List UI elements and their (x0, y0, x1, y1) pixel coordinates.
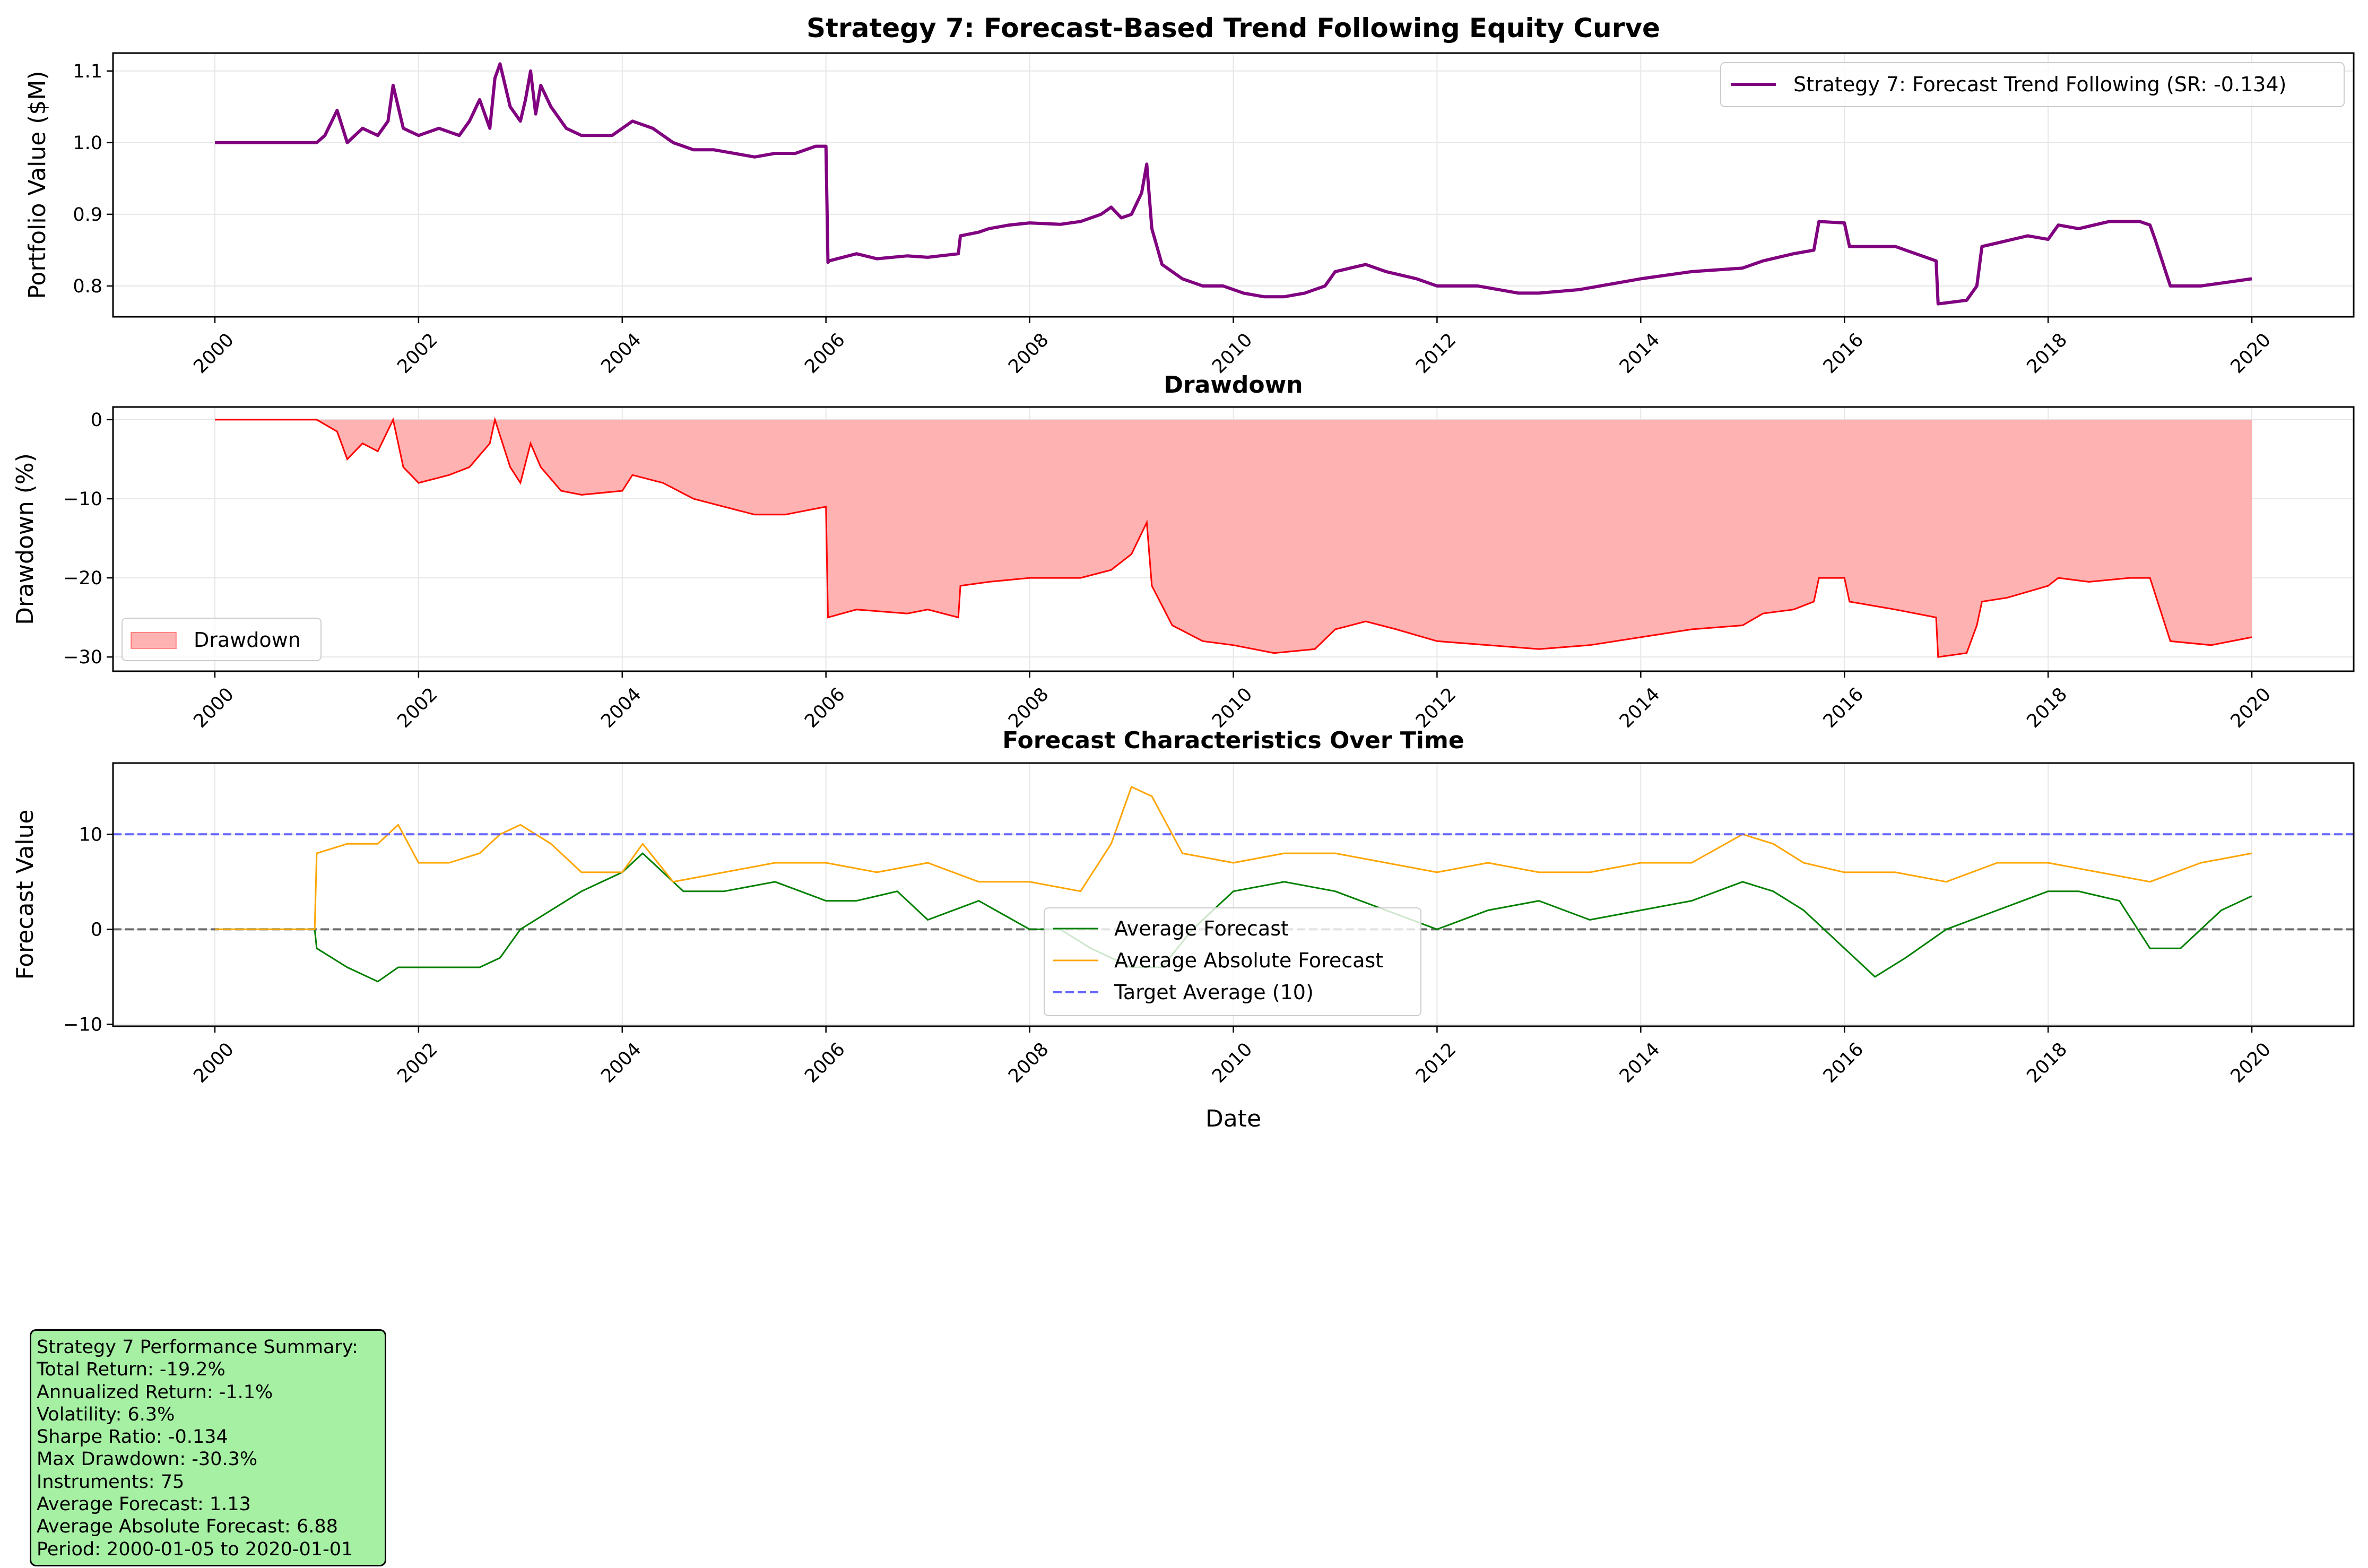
x-tick-label: 2010 (1208, 330, 1256, 378)
x-tick-label: 2016 (1819, 1039, 1868, 1087)
drawdown-line (215, 417, 2252, 658)
summary-line: Max Drawdown: -30.3% (37, 1449, 258, 1470)
summary-line: Average Absolute Forecast: 6.88 (37, 1516, 338, 1538)
chart-title: Strategy 7: Forecast-Based Trend Followi… (806, 13, 1660, 44)
y-tick-label: −30 (63, 647, 102, 668)
summary-line: Volatility: 6.3% (37, 1404, 175, 1425)
summary-line: Annualized Return: -1.1% (37, 1381, 273, 1403)
y-tick-label: 0.8 (73, 276, 102, 297)
x-tick-label: 2002 (393, 684, 441, 732)
x-tick-label: 2008 (1004, 1039, 1053, 1087)
x-tick-label: 2010 (1208, 684, 1256, 732)
x-tick-label: 2014 (1616, 330, 1664, 378)
x-tick-label: 2006 (801, 684, 849, 732)
x-tick-label: 2008 (1004, 330, 1053, 378)
x-tick-label: 2004 (597, 684, 645, 732)
legend-label: Strategy 7: Forecast Trend Following (SR… (1793, 73, 2286, 96)
summary-line: Average Forecast: 1.13 (37, 1494, 251, 1515)
x-tick-label: 2018 (2023, 684, 2071, 732)
y-tick-label: −20 (63, 568, 102, 589)
legend-box (122, 618, 322, 661)
y-tick-label: −10 (63, 489, 102, 510)
y-tick-label: 10 (79, 824, 102, 845)
x-tick-label: 2002 (393, 330, 441, 378)
x-tick-label: 2016 (1819, 330, 1868, 378)
y-axis-label: Drawdown (%) (12, 453, 39, 625)
x-tick-label: 2018 (2023, 330, 2071, 378)
x-tick-label: 2012 (1412, 684, 1460, 732)
legend: Average Forecast Average Absolute Forecas… (1044, 907, 1421, 1016)
x-axis-label: Date (1205, 1105, 1261, 1132)
legend: Drawdown (122, 618, 322, 661)
x-tick-label: 2018 (2023, 1039, 2071, 1087)
series-line-0 (215, 62, 2252, 306)
x-tick-label: 2006 (801, 1039, 849, 1087)
legend-swatch (131, 632, 177, 649)
x-tick-label: 2014 (1616, 684, 1664, 732)
x-tick-label: 2000 (190, 330, 238, 378)
x-tick-label: 2000 (190, 684, 238, 732)
x-tick-label: 2006 (801, 330, 849, 378)
performance-summary-box: Strategy 7 Performance Summary: Total Re… (30, 1329, 386, 1566)
drawdown-area (215, 419, 2252, 657)
legend-label: Drawdown (194, 628, 301, 652)
x-tick-label: 2020 (2227, 684, 2275, 732)
y-tick-label: −10 (63, 1014, 102, 1035)
x-tick-label: 2012 (1412, 1039, 1460, 1087)
y-tick-label: 0 (91, 919, 102, 940)
x-tick-label: 2012 (1412, 330, 1460, 378)
x-tick-label: 2004 (597, 1039, 645, 1087)
y-axis-label: Forecast Value (12, 810, 39, 980)
legend-label: Average Forecast (1114, 917, 1289, 940)
legend-box (1720, 62, 2345, 107)
y-axis-label: Portfolio Value ($M) (24, 71, 51, 299)
chart-title: Drawdown (1164, 371, 1303, 399)
x-tick-label: 2014 (1616, 1039, 1664, 1087)
x-tick-label: 2010 (1208, 1039, 1256, 1087)
x-tick-label: 2004 (597, 330, 645, 378)
x-tick-label: 2000 (190, 1039, 238, 1087)
legend-label: Average Absolute Forecast (1114, 949, 1383, 972)
y-tick-label: 1.0 (73, 133, 102, 154)
series-line-1 (215, 786, 2252, 930)
summary-line: Total Return: -19.2% (37, 1359, 225, 1381)
summary-line: Sharpe Ratio: -0.134 (37, 1426, 228, 1448)
x-tick-label: 2020 (2227, 1039, 2275, 1087)
summary-line: Period: 2000-01-05 to 2020-01-01 (37, 1538, 353, 1560)
x-tick-label: 2002 (393, 1039, 441, 1087)
y-tick-label: 0.9 (73, 204, 102, 226)
legend-box (1044, 907, 1421, 1016)
y-tick-label: 0 (91, 410, 102, 431)
summary-line: Instruments: 75 (37, 1471, 185, 1493)
y-tick-label: 1.1 (73, 61, 102, 82)
summary-line: Strategy 7 Performance Summary: (37, 1337, 358, 1358)
x-tick-label: 2020 (2227, 330, 2275, 378)
chart-title: Forecast Characteristics Over Time (1002, 727, 1464, 754)
legend: Strategy 7: Forecast Trend Following (SR… (1720, 62, 2345, 107)
x-tick-label: 2016 (1819, 684, 1868, 732)
legend-label: Target Average (10) (1114, 981, 1314, 1004)
x-tick-label: 2008 (1004, 684, 1053, 732)
